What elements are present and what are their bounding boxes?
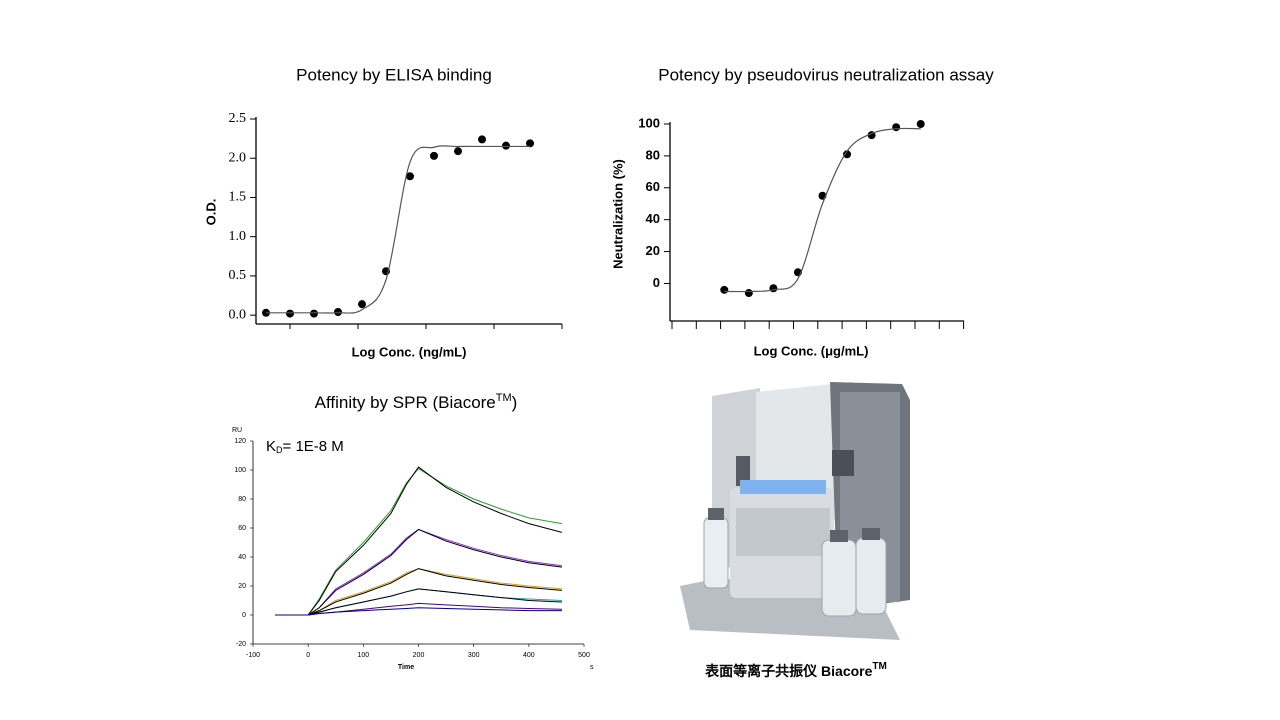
data-point xyxy=(720,285,729,294)
annotation: KD= 1E-8 M xyxy=(266,438,344,455)
x-tick-label: 100 xyxy=(357,652,369,659)
data-point xyxy=(892,123,901,132)
y-tick-label: 2.5 xyxy=(229,111,247,126)
y-tick-label: 120 xyxy=(234,438,246,445)
photo-caption: 表面等离子共振仪 BiacoreTM xyxy=(704,661,887,679)
y-tick-label: 60 xyxy=(646,179,660,194)
x-axis-unit: s xyxy=(590,664,594,671)
title-superscript: TM xyxy=(496,392,512,404)
data-point xyxy=(744,289,753,298)
data-point xyxy=(843,150,852,159)
x-tick-label: 200 xyxy=(413,652,425,659)
y-tick-label: 20 xyxy=(238,583,246,590)
y-tick-label: 60 xyxy=(238,525,246,532)
sensorgram-line xyxy=(275,528,562,616)
annotation-text: = 1E-8 M xyxy=(283,438,344,455)
sensorgram-line xyxy=(275,568,562,616)
data-point xyxy=(769,284,778,293)
caption-superscript: TM xyxy=(872,661,886,672)
instrument-photo xyxy=(676,378,912,643)
data-point xyxy=(358,300,366,309)
y-axis-label: RU xyxy=(232,427,242,434)
annotation-subscript: D xyxy=(276,445,283,455)
data-point xyxy=(502,141,510,150)
y-tick-label: 0 xyxy=(242,612,246,619)
y-tick-label: 2.0 xyxy=(229,150,247,165)
data-point xyxy=(286,309,294,318)
y-tick-label: 80 xyxy=(238,496,246,503)
sensorgram-line xyxy=(275,607,562,616)
x-tick-label: 500 xyxy=(578,652,590,659)
y-axis-label: Neutralization (%) xyxy=(610,159,625,269)
fit-curve xyxy=(266,145,530,314)
data-point xyxy=(334,308,342,317)
fit-curve xyxy=(724,127,921,293)
y-tick-label: 0 xyxy=(653,275,660,290)
y-tick-label: -20 xyxy=(236,641,246,648)
y-tick-label: 100 xyxy=(638,115,660,130)
data-point xyxy=(454,147,462,156)
y-tick-label: 20 xyxy=(646,243,660,258)
chart-title: Potency by ELISA binding xyxy=(296,65,492,84)
y-tick-label: 1.0 xyxy=(229,229,247,244)
data-point xyxy=(406,172,414,181)
caption-text: 表面等离子共振仪 Biacore xyxy=(704,663,872,679)
sensorgram-line xyxy=(275,588,562,616)
y-tick-label: 40 xyxy=(646,211,660,226)
x-tick-label: 0 xyxy=(306,652,310,659)
title-text: Affinity by SPR (Biacore xyxy=(315,393,496,412)
data-point xyxy=(430,151,438,160)
y-tick-label: 0.0 xyxy=(229,307,247,322)
x-tick-label: 400 xyxy=(523,652,535,659)
annotation-text: K xyxy=(266,438,276,455)
y-tick-label: 0.5 xyxy=(229,268,247,283)
x-axis-label: Time xyxy=(398,664,414,671)
title-text: ) xyxy=(512,393,518,412)
chart-title: Potency by pseudovirus neutralization as… xyxy=(658,65,994,84)
sensorgram-line xyxy=(275,466,563,616)
chart-title: Affinity by SPR (BiacoreTM) xyxy=(315,392,518,413)
x-tick-label: -100 xyxy=(246,652,260,659)
data-point xyxy=(526,139,534,148)
y-tick-label: 80 xyxy=(646,147,660,162)
data-point xyxy=(916,120,925,128)
y-axis-label: O.D. xyxy=(203,199,218,226)
y-tick-label: 1.5 xyxy=(229,190,247,205)
x-tick-label: 300 xyxy=(468,652,480,659)
y-tick-label: 100 xyxy=(234,467,246,474)
data-point xyxy=(310,309,318,318)
x-axis-label: Log Conc. (ng/mL) xyxy=(352,344,467,359)
sensorgram-line xyxy=(275,467,563,616)
x-axis-label: Log Conc. (μg/mL) xyxy=(754,343,869,358)
y-tick-label: 40 xyxy=(238,554,246,561)
data-point xyxy=(478,135,486,144)
